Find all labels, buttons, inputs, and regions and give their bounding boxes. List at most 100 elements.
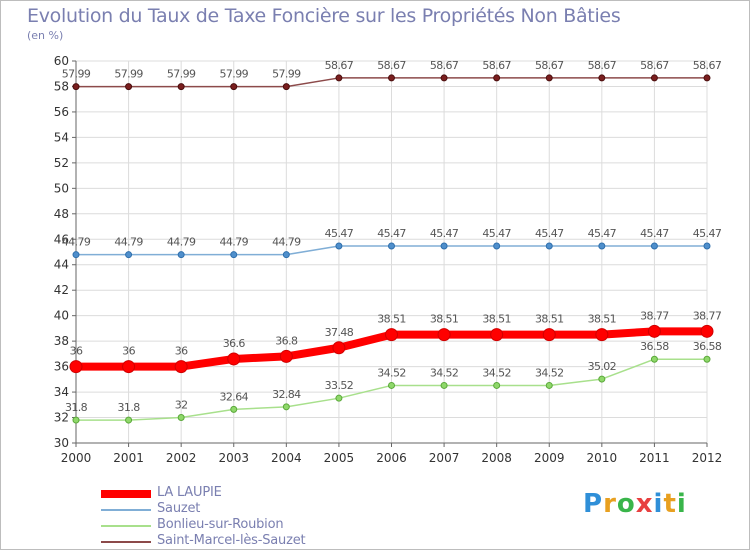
y-tick-label: 58 — [54, 79, 69, 93]
data-point-bonlieu — [125, 416, 133, 424]
data-point-la-laupie — [122, 360, 136, 374]
data-point-bonlieu — [230, 405, 238, 413]
data-label-bonlieu: 34.52 — [535, 366, 564, 379]
data-point-sauzet — [545, 242, 553, 250]
data-label-sauzet: 45.47 — [693, 227, 722, 240]
proxiti-logo: Proxiti — [583, 489, 687, 519]
data-point-la-laupie — [647, 324, 661, 338]
data-label-bonlieu: 31.8 — [118, 401, 141, 414]
logo-letter: x — [635, 489, 654, 519]
x-tick-label: 2011 — [639, 451, 670, 465]
y-tick-label: 30 — [54, 436, 69, 450]
data-label-saint-marcel: 57.99 — [220, 68, 249, 81]
data-label-la-laupie: 38.51 — [482, 313, 511, 326]
data-label-bonlieu: 32 — [175, 399, 188, 412]
data-label-sauzet: 45.47 — [588, 227, 617, 240]
x-tick-label: 2008 — [481, 451, 512, 465]
data-label-la-laupie: 37.48 — [325, 326, 354, 339]
chart-title: Evolution du Taux de Taxe Foncière sur l… — [27, 5, 621, 27]
y-tick-label: 48 — [54, 207, 69, 221]
data-point-saint-marcel — [230, 83, 238, 91]
data-label-bonlieu: 32.64 — [220, 390, 249, 403]
data-point-la-laupie — [174, 360, 188, 374]
logo-letter: i — [653, 489, 664, 519]
data-label-saint-marcel: 58.67 — [325, 59, 354, 72]
data-point-saint-marcel — [545, 74, 553, 82]
data-point-sauzet — [125, 251, 133, 259]
data-label-sauzet: 45.47 — [640, 227, 669, 240]
logo-letter: r — [603, 489, 617, 519]
data-point-sauzet — [230, 251, 238, 259]
data-label-la-laupie: 38.77 — [693, 309, 722, 322]
data-label-bonlieu: 33.52 — [325, 379, 354, 392]
data-point-bonlieu — [703, 355, 711, 363]
x-tick-label: 2002 — [166, 451, 197, 465]
y-tick-label: 56 — [54, 105, 69, 119]
data-point-bonlieu — [388, 381, 395, 389]
data-label-saint-marcel: 58.67 — [535, 59, 564, 72]
data-point-sauzet — [177, 251, 185, 259]
data-point-bonlieu — [545, 381, 553, 389]
data-label-sauzet: 44.79 — [220, 236, 249, 249]
data-label-saint-marcel: 58.67 — [588, 59, 617, 72]
x-tick-label: 2012 — [692, 451, 723, 465]
y-tick-label: 46 — [54, 232, 69, 246]
y-axis-unit-label: (en %) — [27, 29, 64, 42]
y-tick-label: 32 — [54, 411, 69, 425]
data-point-sauzet — [388, 242, 395, 250]
data-label-saint-marcel: 57.99 — [62, 68, 91, 81]
data-point-sauzet — [650, 242, 658, 250]
data-point-la-laupie — [595, 328, 609, 342]
data-label-saint-marcel: 57.99 — [114, 68, 143, 81]
legend-swatch-sauzet — [101, 509, 151, 511]
data-label-bonlieu: 35.02 — [588, 360, 617, 373]
data-label-bonlieu: 32.84 — [272, 388, 301, 401]
data-point-la-laupie — [279, 349, 293, 363]
data-point-bonlieu — [650, 355, 658, 363]
data-point-saint-marcel — [335, 74, 343, 82]
x-tick-label: 2003 — [218, 451, 249, 465]
x-tick-label: 2007 — [429, 451, 460, 465]
data-point-bonlieu — [177, 414, 185, 422]
data-point-la-laupie — [542, 328, 556, 342]
data-label-la-laupie: 38.51 — [430, 313, 459, 326]
data-point-saint-marcel — [125, 83, 133, 91]
data-label-la-laupie: 38.51 — [377, 313, 406, 326]
x-tick-label: 2000 — [61, 451, 92, 465]
data-point-saint-marcel — [493, 74, 501, 82]
x-tick-label: 2005 — [324, 451, 355, 465]
data-label-bonlieu: 31.8 — [65, 401, 88, 414]
data-point-bonlieu — [493, 381, 501, 389]
data-label-saint-marcel: 57.99 — [167, 68, 196, 81]
data-point-la-laupie — [69, 360, 83, 374]
data-point-bonlieu — [72, 416, 80, 424]
data-point-bonlieu — [335, 394, 343, 402]
y-tick-label: 50 — [54, 181, 69, 195]
data-label-saint-marcel: 58.67 — [377, 59, 406, 72]
data-point-saint-marcel — [388, 74, 395, 82]
data-label-bonlieu: 34.52 — [430, 366, 459, 379]
data-point-saint-marcel — [650, 74, 658, 82]
logo-letter: o — [616, 489, 636, 519]
legend-label-sauzet: Sauzet — [157, 501, 201, 516]
data-point-sauzet — [598, 242, 606, 250]
data-point-la-laupie — [490, 328, 504, 342]
data-point-sauzet — [493, 242, 501, 250]
data-point-saint-marcel — [440, 74, 448, 82]
data-label-sauzet: 45.47 — [377, 227, 406, 240]
data-point-saint-marcel — [282, 83, 290, 91]
data-point-bonlieu — [440, 381, 448, 389]
x-tick-label: 2006 — [376, 451, 407, 465]
logo-letter: i — [676, 489, 687, 519]
y-tick-label: 54 — [54, 130, 69, 144]
data-point-saint-marcel — [703, 74, 711, 82]
data-label-la-laupie: 36 — [175, 345, 188, 358]
y-tick-label: 44 — [54, 258, 69, 272]
y-tick-label: 42 — [54, 283, 69, 297]
data-point-saint-marcel — [72, 83, 80, 91]
data-point-sauzet — [282, 251, 290, 259]
data-point-la-laupie — [227, 352, 241, 366]
legend-swatch-saint-marcel — [101, 541, 151, 543]
data-point-la-laupie — [437, 328, 451, 342]
